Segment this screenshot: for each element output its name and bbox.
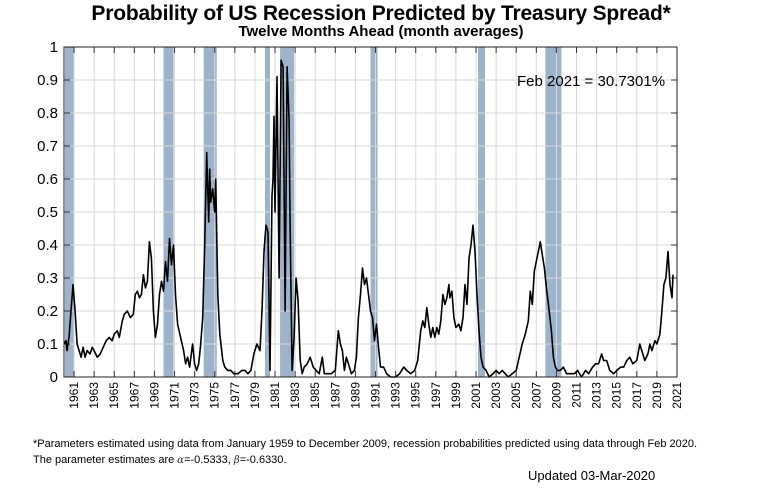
x-tick-label: 2005 xyxy=(509,382,523,409)
x-tick-label: 1967 xyxy=(127,382,141,409)
y-tick-label: 0.8 xyxy=(37,105,58,122)
beta-symbol: β xyxy=(233,455,240,466)
x-tick-label: 1971 xyxy=(168,382,182,409)
chart-title: Probability of US Recession Predicted by… xyxy=(91,2,671,25)
x-tick-label: 1991 xyxy=(369,382,383,409)
y-tick-label: 0 xyxy=(50,369,58,386)
x-tick-label: 1995 xyxy=(409,382,423,409)
y-tick-label: 0.9 xyxy=(37,72,58,89)
alpha-value: =-0.5333, xyxy=(184,454,234,466)
x-tick-label: 1989 xyxy=(348,382,362,409)
x-tick-label: 1997 xyxy=(429,382,443,409)
x-tick-label: 2001 xyxy=(469,382,483,409)
latest-value-annotation: Feb 2021 = 30.7301% xyxy=(517,73,665,90)
x-tick-label: 1981 xyxy=(268,382,282,409)
y-tick-label: 0.3 xyxy=(37,270,58,287)
y-axis-labels: 0 0.1 0.2 0.3 0.4 0.5 0.6 0.7 0.8 0.9 1 xyxy=(37,39,58,386)
y-tick-label: 1 xyxy=(50,39,58,56)
beta-value: =-0.6330. xyxy=(239,454,287,466)
x-tick-label: 1965 xyxy=(107,382,121,409)
x-tick-label: 1961 xyxy=(67,382,81,409)
x-tick-label: 1999 xyxy=(449,382,463,409)
y-tick-label: 0.4 xyxy=(37,237,58,254)
x-tick-label: 2019 xyxy=(650,382,664,409)
y-tick-label: 0.5 xyxy=(37,204,58,221)
x-tick-label: 2011 xyxy=(570,382,584,408)
chart-svg: 00.10.20.30.40.50.60.70.80.91 1961 1963 19… xyxy=(37,39,684,409)
gridlines xyxy=(64,47,678,377)
series-line xyxy=(63,59,674,378)
x-tick-label: 2003 xyxy=(489,382,503,409)
x-tick-label: 1985 xyxy=(308,382,322,409)
footnote-prefix: The parameter estimates are xyxy=(33,454,178,466)
x-tick-label: 1993 xyxy=(389,382,403,409)
x-tick-label: 2017 xyxy=(630,382,644,409)
y-tick-label: 0.1 xyxy=(37,336,58,353)
footnote: *Parameters estimated using data from Ja… xyxy=(33,436,762,469)
x-tick-label: 1983 xyxy=(288,382,302,409)
x-tick-label: 1973 xyxy=(188,382,202,409)
updated-date: Updated 03-Mar-2020 xyxy=(528,468,656,483)
x-tick-label: 1975 xyxy=(208,382,222,409)
x-tick-label: 2007 xyxy=(529,382,543,409)
x-tick-label: 1969 xyxy=(147,382,161,409)
x-tick-label: 1963 xyxy=(87,382,101,409)
x-tick-label: 2013 xyxy=(590,382,604,409)
x-tick-label: 1979 xyxy=(248,382,262,409)
alpha-symbol: α xyxy=(177,455,185,466)
y-tick-label: 0.2 xyxy=(37,303,58,320)
x-axis-labels: 1961 1963 1965 1967 1969 1971 1973 1975 1977 1979… xyxy=(67,382,684,409)
footnote-line-1: *Parameters estimated using data from Ja… xyxy=(33,438,698,450)
x-tick-label: 2009 xyxy=(549,382,563,409)
plot-frame xyxy=(63,46,678,378)
chart-subtitle: Twelve Months Ahead (month averages) xyxy=(238,23,524,40)
x-tick-label: 2021 xyxy=(670,382,684,409)
y-tick-label: 0.6 xyxy=(37,171,58,188)
x-tick-label: 1977 xyxy=(228,382,242,409)
footnote-line-2: The parameter estimates are α=-0.5333, β… xyxy=(33,452,762,469)
x-tick-label: 2015 xyxy=(610,382,624,409)
y-tick-label: 0.7 xyxy=(37,138,58,155)
x-tick-label: 1987 xyxy=(328,382,342,409)
